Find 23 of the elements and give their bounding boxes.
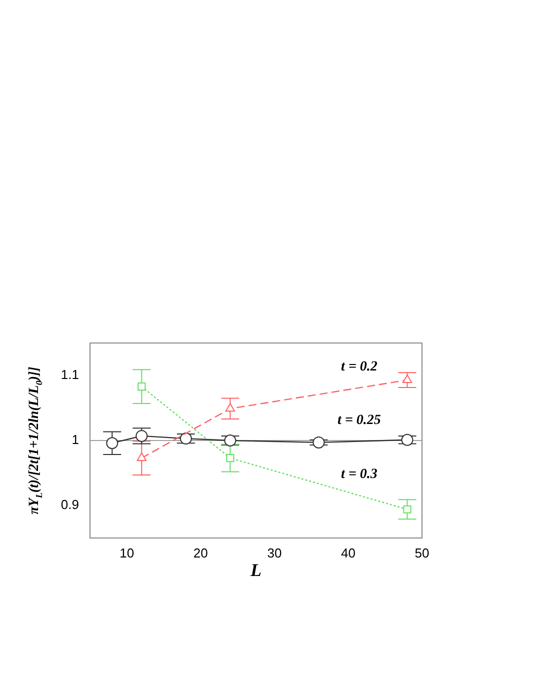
point: [312, 436, 325, 448]
point: [180, 432, 192, 445]
x-tick-label: 10: [120, 545, 134, 560]
point: [402, 374, 412, 384]
y-tick-label: 1.1: [60, 367, 79, 382]
x-tick-label: 50: [414, 545, 430, 560]
point: [224, 434, 236, 446]
point: [106, 437, 118, 450]
x-tick-label: 30: [267, 545, 282, 560]
series-label: t = 0.3: [341, 467, 378, 482]
y-tick-label: 0.9: [60, 497, 79, 512]
x-axis-title: L: [250, 560, 262, 580]
series-label: t = 0.2: [341, 359, 378, 374]
series-label: t = 0.25: [338, 412, 381, 428]
x-tick-label: 40: [340, 545, 356, 560]
point: [136, 452, 146, 462]
point: [225, 403, 236, 412]
y-tick-label: 1: [72, 432, 79, 448]
point: [401, 434, 414, 446]
x-tick-label: 20: [193, 545, 208, 560]
point: [226, 454, 234, 462]
y-axis-title: πYL(t)/[2t[1+1/2ln(L/L0)]]: [27, 366, 44, 514]
point: [138, 382, 146, 391]
